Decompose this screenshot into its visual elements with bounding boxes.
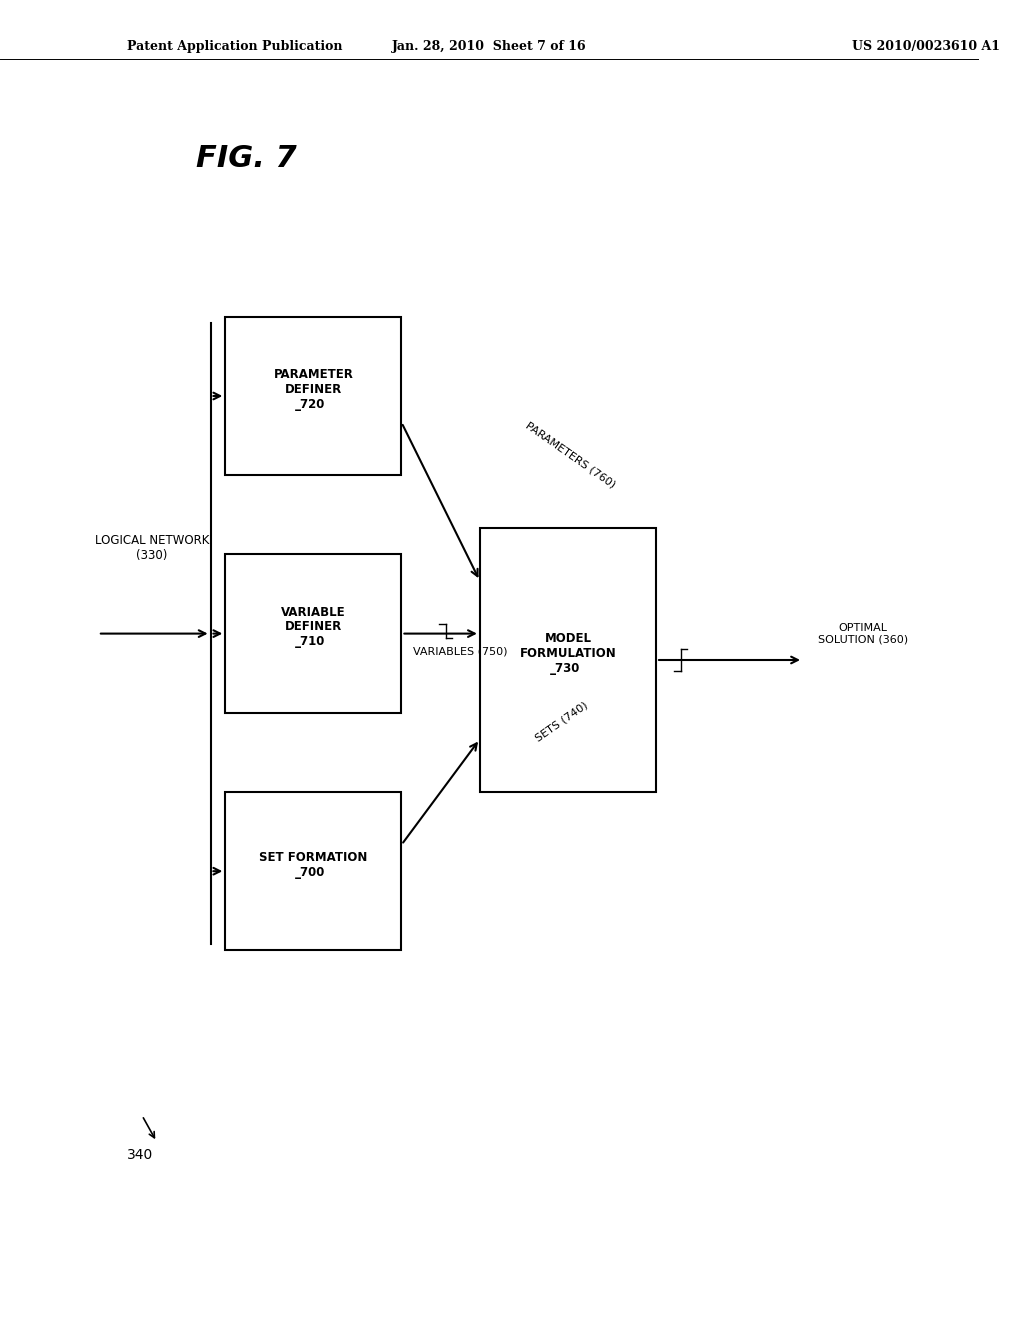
Text: PARAMETER
DEFINER
̲720: PARAMETER DEFINER ̲720 [273,368,353,411]
FancyBboxPatch shape [225,317,401,475]
Text: MODEL
FORMULATION
̲730: MODEL FORMULATION ̲730 [519,632,616,675]
Text: OPTIMAL
SOLUTION (360): OPTIMAL SOLUTION (360) [817,623,907,644]
FancyBboxPatch shape [480,528,656,792]
Text: Jan. 28, 2010  Sheet 7 of 16: Jan. 28, 2010 Sheet 7 of 16 [392,40,587,53]
Text: US 2010/0023610 A1: US 2010/0023610 A1 [852,40,999,53]
Text: Patent Application Publication: Patent Application Publication [127,40,343,53]
Text: SET FORMATION
̲700: SET FORMATION ̲700 [259,850,368,879]
Text: VARIABLE
DEFINER
̲710: VARIABLE DEFINER ̲710 [281,606,346,648]
Text: PARAMETERS (760): PARAMETERS (760) [524,421,617,490]
Text: SETS (740): SETS (740) [534,701,590,743]
Text: LOGICAL NETWORK
(330): LOGICAL NETWORK (330) [94,533,209,562]
FancyBboxPatch shape [225,554,401,713]
Text: 340: 340 [127,1148,154,1162]
Text: FIG. 7: FIG. 7 [196,144,297,173]
FancyBboxPatch shape [225,792,401,950]
Text: VARIABLES (750): VARIABLES (750) [413,647,508,657]
